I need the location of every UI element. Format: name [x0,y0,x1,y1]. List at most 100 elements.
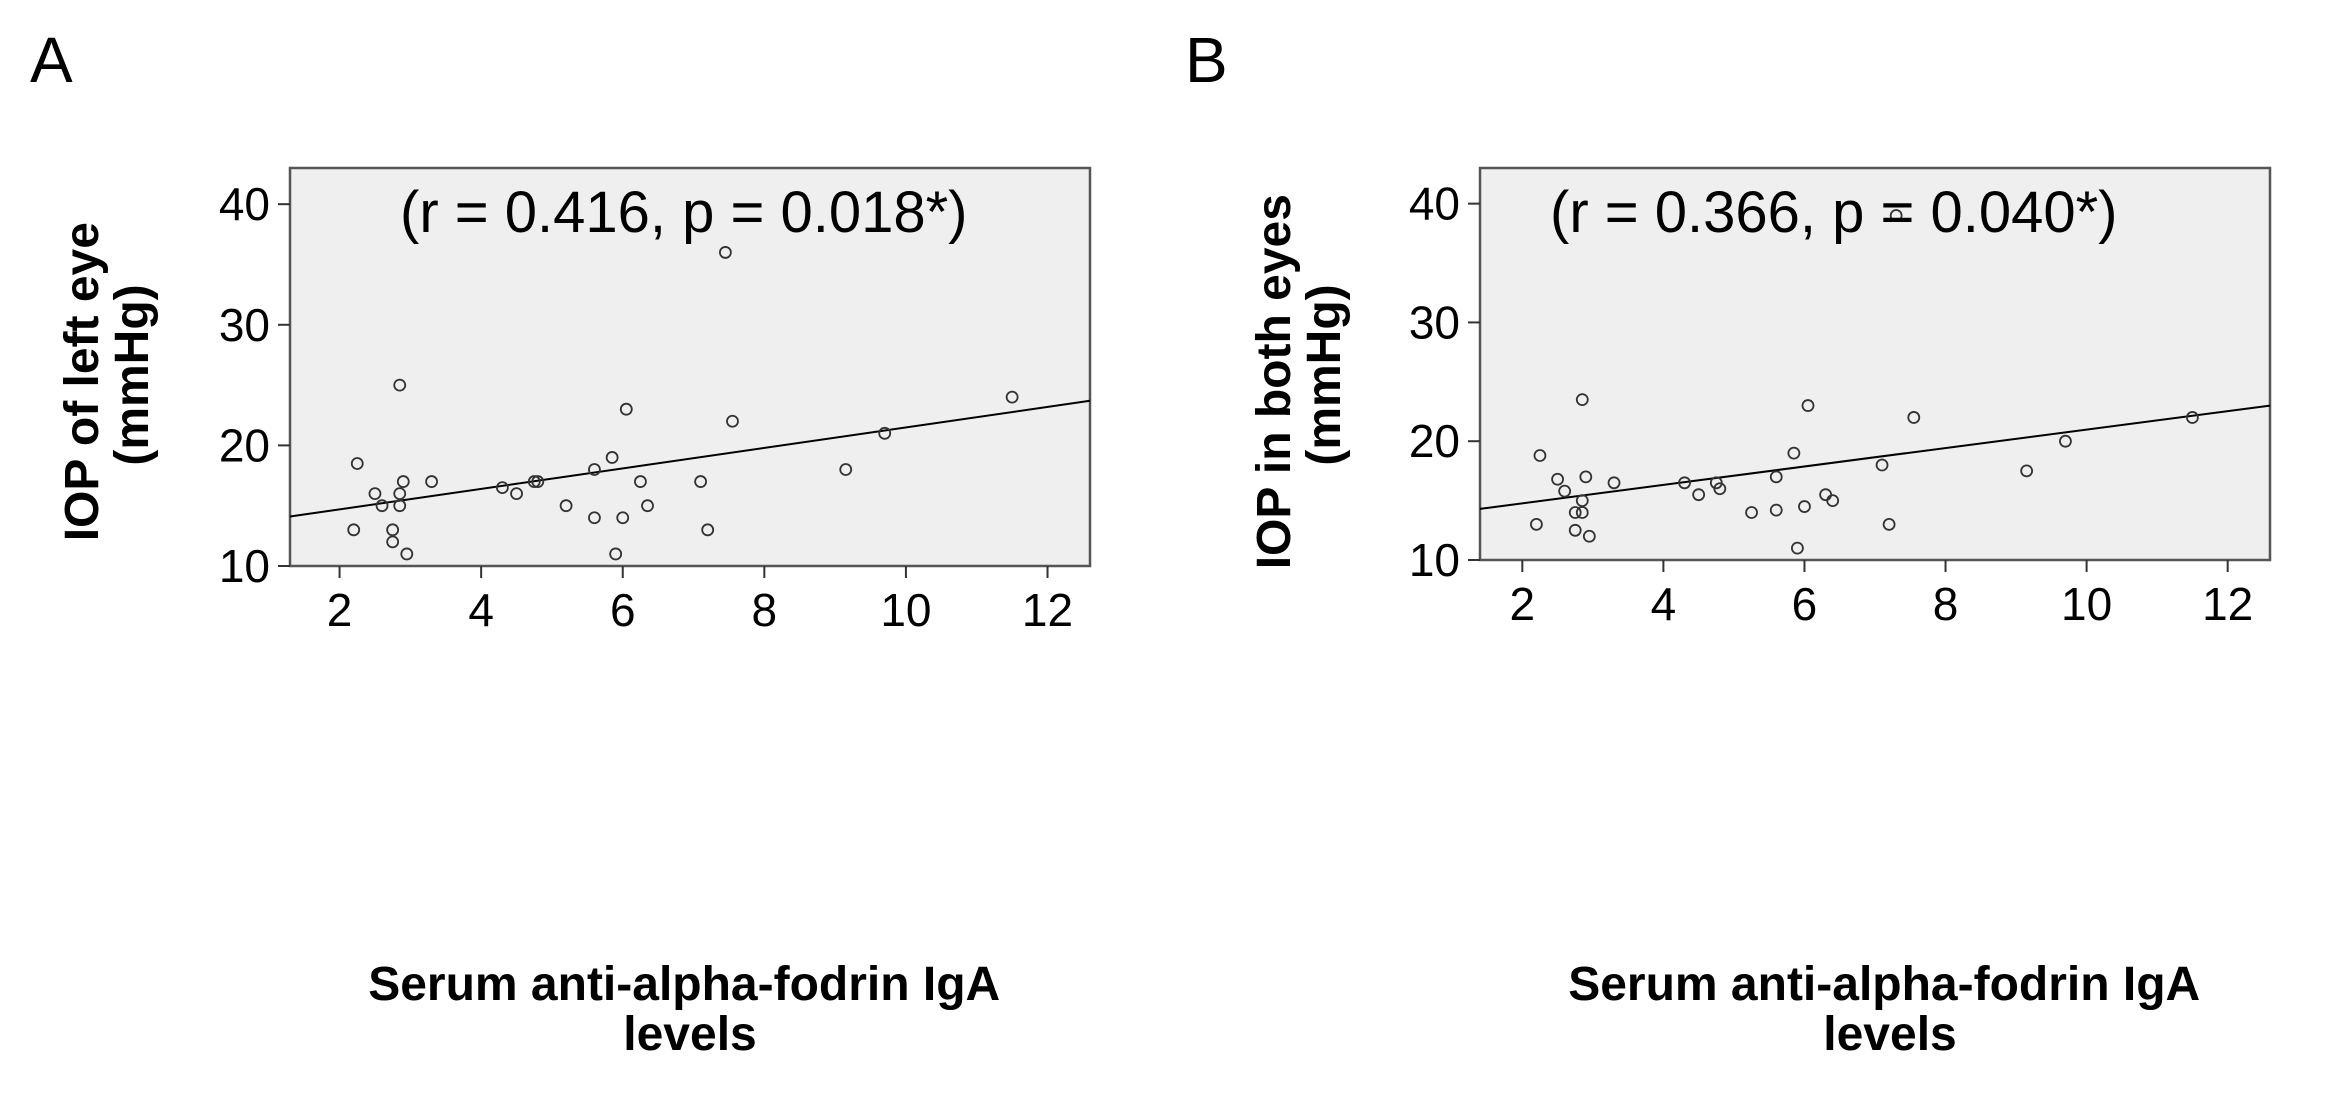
data-point-b-29 [2059,434,2072,448]
data-point-a-17 [588,463,601,476]
data-point-b-27 [1907,411,1921,424]
data-point-b-16 [1745,506,1758,519]
data-point-a-26 [701,523,715,537]
y-tick-label-a-20: 20 [219,419,270,471]
panel-b: B 2 4 6 8 10 12 10 20 30 40 (r = 0.366, p = 0.040… [1185,24,2272,1061]
axis-ticks-b: 2 4 6 8 10 12 10 20 30 40 [1409,178,2253,630]
correlation-annotation-a: (r = 0.416, p = 0.018*) [400,180,967,245]
x-tick-label-b-2: 2 [1510,578,1536,630]
data-point-b-3 [1558,484,1572,498]
data-point-a-16 [559,499,573,513]
y-tick-label-b-40: 40 [1409,178,1460,230]
data-point-b-22 [1801,399,1815,412]
data-point-a-14 [527,475,541,488]
data-point-a-25 [694,475,708,488]
data-point-b-12 [1678,476,1691,490]
data-point-a-15 [531,475,545,488]
data-point-a-18 [588,511,601,525]
data-point-a-1 [350,457,364,470]
data-point-b-25 [1875,458,1889,472]
data-point-a-11 [425,475,438,488]
y-tick-label-b-20: 20 [1409,415,1460,467]
y-tick-label-b-30: 30 [1409,296,1460,348]
y-tick-label-a-40: 40 [219,178,270,230]
data-point-a-0 [347,523,361,537]
data-point-b-26 [1882,517,1896,531]
data-point-a-3 [375,499,389,513]
data-point-a-20 [609,547,623,561]
y-tick-label-b-10: 10 [1409,534,1460,586]
data-point-b-10 [1582,529,1596,543]
y-tick-label-a-30: 30 [219,299,270,351]
x-axis-title-b: Serum anti-alpha-fodrin IgA levels [1568,958,2212,1061]
data-point-a-27 [718,246,732,259]
data-point-b-28 [2020,464,2034,478]
x-tick-label-a-12: 12 [1022,584,1073,636]
x-axis-title-a-line1: Serum anti-alpha-fodrin IgA [368,958,999,1011]
data-point-b-19 [1787,446,1801,460]
data-point-b-11 [1607,476,1621,490]
correlation-annotation-b: (r = 0.366, p = 0.040*) [1550,180,2117,245]
data-point-b-8 [1575,506,1589,519]
data-point-b-15 [1713,482,1727,496]
axis-ticks-a: 2 4 6 8 10 12 10 20 30 40 [219,178,1073,636]
data-point-a-5 [386,535,400,549]
data-point-a-21 [616,511,630,525]
x-tick-label-b-10: 10 [2061,578,2112,630]
plot-area-a [288,166,1092,568]
data-point-b-24 [1826,494,1840,508]
data-point-a-4 [386,523,400,537]
y-axis-title-a-line1: IOP of left eye [56,222,109,541]
data-point-b-18 [1769,470,1783,484]
data-point-a-12 [495,481,509,495]
data-point-b-6 [1575,393,1589,407]
data-point-a-23 [634,475,647,488]
panel-label-b: B [1185,24,1228,96]
data-point-b-1 [1533,449,1547,462]
data-point-a-2 [368,487,382,501]
panel-a: A 2 4 6 8 10 12 10 20 30 40 (r = 0.416, p = 0.018… [30,24,1092,1061]
data-points-a [347,246,1019,561]
data-point-b-13 [1692,488,1706,502]
data-point-b-31 [1889,209,1903,222]
data-point-b-30 [2186,411,2199,424]
data-point-b-2 [1551,472,1564,486]
x-tick-label-a-10: 10 [880,584,931,636]
data-point-a-13 [510,487,523,501]
data-point-a-10 [400,547,414,561]
data-point-b-17 [1769,503,1783,517]
data-point-a-30 [878,426,892,440]
data-point-a-28 [726,414,739,428]
data-point-a-9 [396,475,410,488]
data-point-a-29 [839,463,853,476]
data-point-a-24 [641,499,654,513]
x-tick-label-a-6: 6 [610,584,636,636]
data-point-a-31 [1005,390,1019,404]
data-point-a-6 [393,378,407,392]
plot-area-b [1478,166,2272,562]
regression-line-a [289,399,1091,518]
x-axis-title-b-line1: Serum anti-alpha-fodrin IgA [1568,958,2199,1011]
data-point-a-22 [619,402,633,416]
y-axis-title-a-line2: (mmHg) [106,284,159,465]
x-axis-title-a-line2: levels [623,1008,756,1061]
data-point-b-4 [1568,506,1582,519]
x-tick-label-a-8: 8 [752,584,778,636]
x-tick-label-a-2: 2 [327,584,353,636]
data-points-b [1530,209,2199,555]
regression-line-b [1479,404,2271,510]
y-axis-title-b-line1: IOP in both eyes [1248,194,1301,569]
data-point-b-21 [1798,500,1811,513]
x-tick-label-b-8: 8 [1933,578,1959,630]
data-point-a-19 [605,451,619,464]
panel-label-a: A [30,24,73,96]
data-point-a-8 [393,499,407,513]
x-axis-title-b-line2: levels [1823,1008,1956,1061]
y-axis-title-b-line2: (mmHg) [1298,284,1351,465]
y-axis-title-a: IOP of left eye (mmHg) [56,209,159,542]
data-point-b-9 [1579,470,1593,484]
data-point-a-7 [393,487,407,501]
data-point-b-0 [1530,517,1543,531]
y-axis-title-b: IOP in both eyes (mmHg) [1248,181,1351,570]
